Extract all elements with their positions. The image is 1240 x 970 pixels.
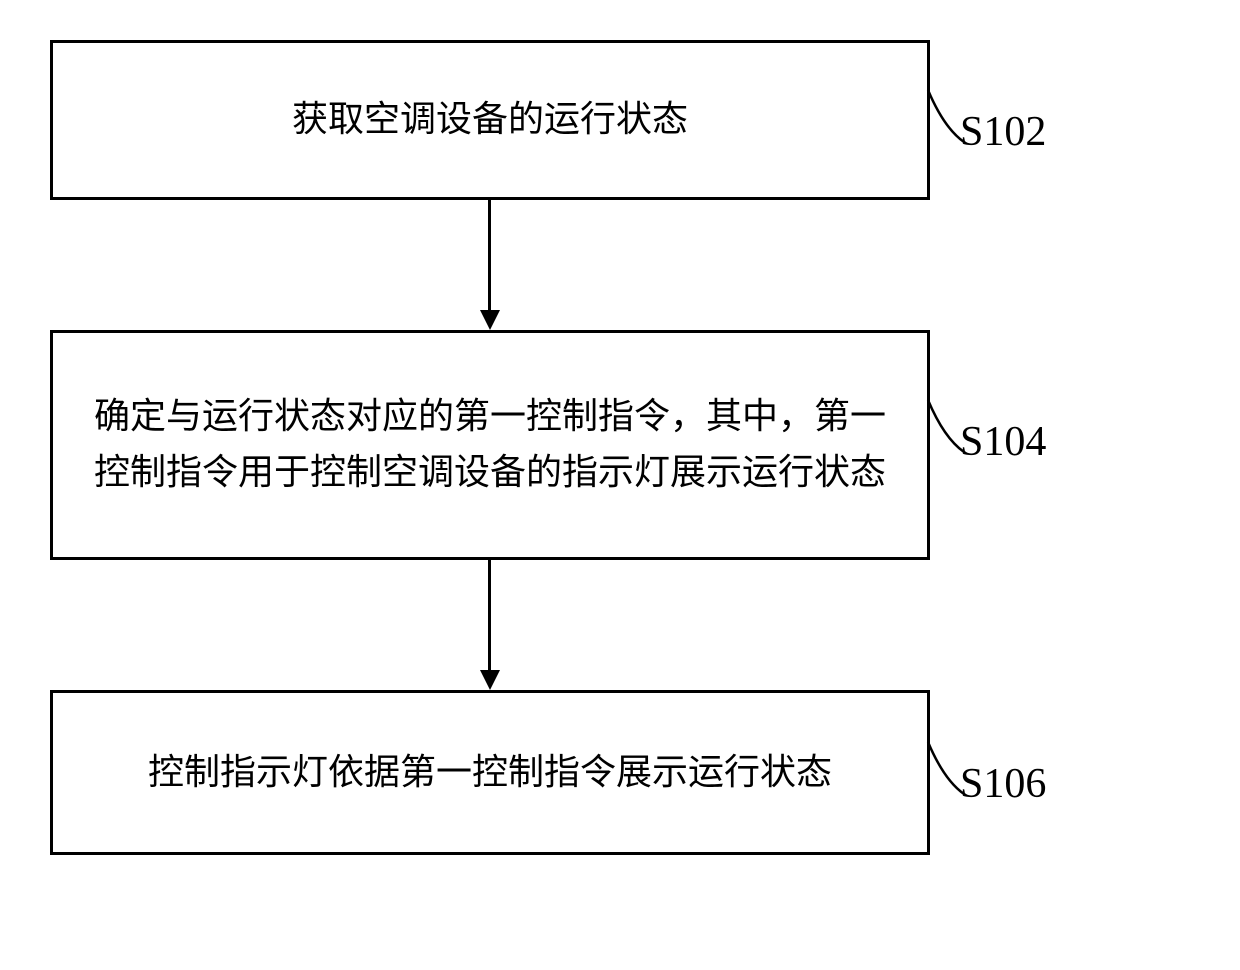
arrow-head-icon xyxy=(480,670,500,690)
flow-node-text: 获取空调设备的运行状态 xyxy=(292,92,688,148)
step-label-s104: S104 xyxy=(960,418,1046,466)
arrow-head-icon xyxy=(480,310,500,330)
flow-node-s102: 获取空调设备的运行状态 xyxy=(50,40,930,200)
arrow-line xyxy=(488,200,491,312)
flow-node-s106: 控制指示灯依据第一控制指令展示运行状态 xyxy=(50,690,930,855)
flow-node-text: 确定与运行状态对应的第一控制指令，其中，第一控制指令用于控制空调设备的指示灯展示… xyxy=(83,389,897,501)
flowchart-container: 获取空调设备的运行状态 S102 确定与运行状态对应的第一控制指令，其中，第一控… xyxy=(50,40,1190,930)
step-label-s106: S106 xyxy=(960,760,1046,808)
arrow-line xyxy=(488,560,491,672)
step-label-s102: S102 xyxy=(960,108,1046,156)
flow-node-text: 控制指示灯依据第一控制指令展示运行状态 xyxy=(148,745,832,801)
flow-node-s104: 确定与运行状态对应的第一控制指令，其中，第一控制指令用于控制空调设备的指示灯展示… xyxy=(50,330,930,560)
